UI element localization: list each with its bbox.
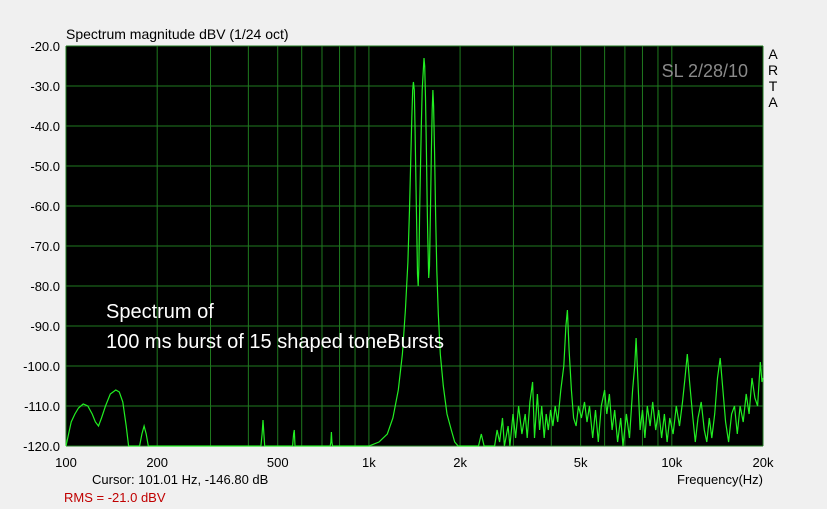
rms-readout: RMS = -21.0 dBV <box>64 490 166 505</box>
y-tick-label: -90.0 <box>30 319 60 334</box>
x-tick-label: 5k <box>574 455 588 470</box>
y-tick-label: -50.0 <box>30 159 60 174</box>
x-tick-label: 20k <box>753 455 774 470</box>
y-tick-label: -120.0 <box>23 439 60 454</box>
x-axis-label: Frequency(Hz) <box>677 472 763 487</box>
x-tick-label: 200 <box>146 455 168 470</box>
cursor-readout: Cursor: 101.01 Hz, -146.80 dB <box>92 472 268 487</box>
x-tick-label: 100 <box>55 455 77 470</box>
spectrum-trace <box>65 57 764 447</box>
x-tick-label: 10k <box>661 455 682 470</box>
y-tick-label: -80.0 <box>30 279 60 294</box>
x-tick-label: 1k <box>362 455 376 470</box>
date-stamp: SL 2/28/10 <box>662 61 748 81</box>
side-letter: R <box>768 62 778 78</box>
chart-title: Spectrum magnitude dBV (1/24 oct) <box>66 26 289 42</box>
y-tick-label: -110.0 <box>24 399 60 414</box>
side-letter: A <box>768 46 778 62</box>
y-tick-label: -70.0 <box>30 239 60 254</box>
x-tick-label: 2k <box>453 455 467 470</box>
annotation-line-1: Spectrum of <box>106 301 214 323</box>
y-tick-label: -30.0 <box>30 79 60 94</box>
y-tick-label: -20.0 <box>30 39 60 54</box>
y-tick-label: -100.0 <box>23 359 60 374</box>
y-axis-tick-labels: -20.0 -30.0 -40.0 -50.0 -60.0 -70.0 -80.0 -90.0… <box>23 39 60 454</box>
annotation-line-2: 100 ms burst of 15 shaped toneBursts <box>106 331 444 353</box>
x-tick-label: 500 <box>267 455 289 470</box>
y-tick-label: -60.0 <box>30 199 60 214</box>
y-tick-label: -40.0 <box>30 119 60 134</box>
x-axis-tick-labels: 100 200 500 1k 2k 5k 10k 20k <box>55 455 774 470</box>
side-letter: T <box>769 78 778 94</box>
side-letter: A <box>768 94 778 110</box>
